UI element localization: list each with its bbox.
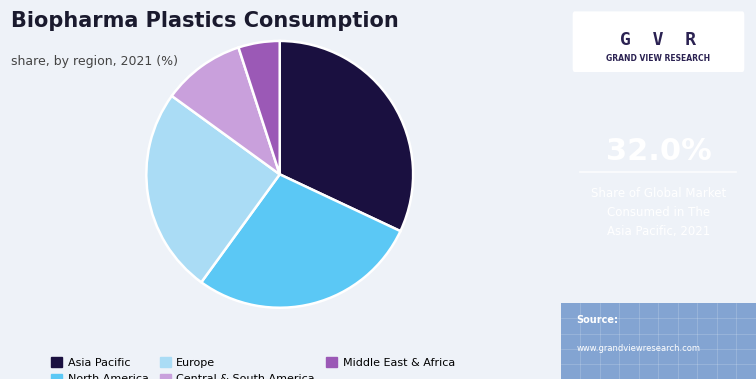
FancyBboxPatch shape xyxy=(572,11,745,72)
Text: share, by region, 2021 (%): share, by region, 2021 (%) xyxy=(11,55,178,68)
Wedge shape xyxy=(201,174,401,308)
Text: Source:: Source: xyxy=(577,315,618,325)
Text: Biopharma Plastics Consumption: Biopharma Plastics Consumption xyxy=(11,11,399,31)
Text: G  V  R: G V R xyxy=(621,31,696,49)
FancyBboxPatch shape xyxy=(561,303,756,379)
Legend: Asia Pacific, North America, Europe, Central & South America, Middle East & Afri: Asia Pacific, North America, Europe, Cen… xyxy=(47,353,460,379)
Wedge shape xyxy=(238,41,280,174)
Text: www.grandviewresearch.com: www.grandviewresearch.com xyxy=(577,344,701,353)
Wedge shape xyxy=(172,47,280,174)
Text: Consumed in The: Consumed in The xyxy=(607,206,710,219)
Text: GRAND VIEW RESEARCH: GRAND VIEW RESEARCH xyxy=(606,54,711,63)
Text: Asia Pacific, 2021: Asia Pacific, 2021 xyxy=(607,225,710,238)
Wedge shape xyxy=(147,96,280,282)
Wedge shape xyxy=(280,41,413,231)
Text: 32.0%: 32.0% xyxy=(606,137,711,166)
Text: Share of Global Market: Share of Global Market xyxy=(591,187,726,200)
